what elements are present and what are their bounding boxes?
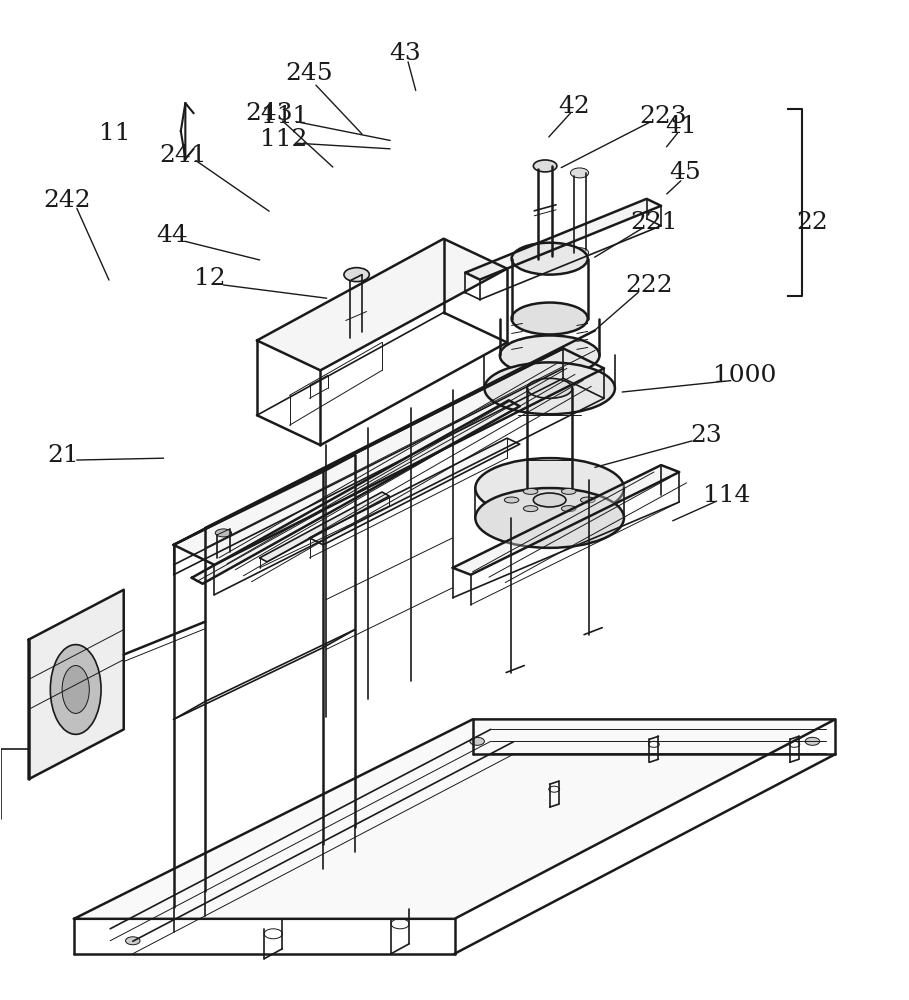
- Polygon shape: [260, 492, 389, 562]
- Ellipse shape: [524, 488, 538, 494]
- Text: 1000: 1000: [713, 364, 776, 387]
- Ellipse shape: [512, 243, 588, 275]
- Ellipse shape: [475, 458, 624, 518]
- Ellipse shape: [805, 737, 820, 745]
- Text: 114: 114: [703, 484, 750, 507]
- Ellipse shape: [470, 737, 484, 745]
- Text: 42: 42: [558, 95, 590, 118]
- Text: 221: 221: [630, 211, 677, 234]
- Ellipse shape: [534, 493, 566, 507]
- Text: 223: 223: [639, 105, 686, 128]
- Text: 241: 241: [159, 144, 206, 167]
- Ellipse shape: [532, 252, 559, 266]
- Ellipse shape: [581, 497, 595, 503]
- Ellipse shape: [571, 168, 589, 178]
- Ellipse shape: [562, 488, 576, 494]
- Text: 111: 111: [261, 105, 308, 128]
- Text: 21: 21: [47, 444, 79, 467]
- Ellipse shape: [527, 478, 573, 498]
- Ellipse shape: [500, 335, 600, 375]
- Polygon shape: [174, 348, 604, 565]
- Ellipse shape: [562, 506, 576, 512]
- Ellipse shape: [215, 529, 232, 537]
- Ellipse shape: [50, 645, 101, 734]
- Text: 23: 23: [691, 424, 723, 447]
- Text: 243: 243: [245, 102, 293, 125]
- Ellipse shape: [524, 506, 538, 512]
- Ellipse shape: [512, 303, 588, 334]
- Ellipse shape: [62, 666, 89, 713]
- Ellipse shape: [125, 937, 140, 945]
- Polygon shape: [192, 400, 520, 584]
- Text: 45: 45: [670, 161, 702, 184]
- Polygon shape: [453, 465, 679, 575]
- Polygon shape: [465, 199, 661, 280]
- Polygon shape: [74, 719, 835, 919]
- Text: 222: 222: [625, 274, 674, 297]
- Polygon shape: [28, 590, 124, 779]
- Text: 41: 41: [665, 115, 697, 138]
- Text: 44: 44: [155, 224, 187, 247]
- Text: 22: 22: [796, 211, 828, 234]
- Text: 43: 43: [389, 42, 421, 65]
- Text: 11: 11: [99, 122, 130, 145]
- Polygon shape: [309, 438, 520, 545]
- Polygon shape: [257, 239, 507, 370]
- Ellipse shape: [534, 160, 557, 172]
- Text: 242: 242: [43, 189, 91, 212]
- Ellipse shape: [484, 362, 614, 414]
- Ellipse shape: [571, 248, 589, 258]
- Ellipse shape: [475, 488, 624, 548]
- Ellipse shape: [527, 378, 573, 398]
- Text: 112: 112: [261, 128, 308, 151]
- Text: 245: 245: [285, 62, 334, 85]
- Ellipse shape: [504, 497, 519, 503]
- Ellipse shape: [344, 268, 369, 282]
- Text: 12: 12: [194, 267, 225, 290]
